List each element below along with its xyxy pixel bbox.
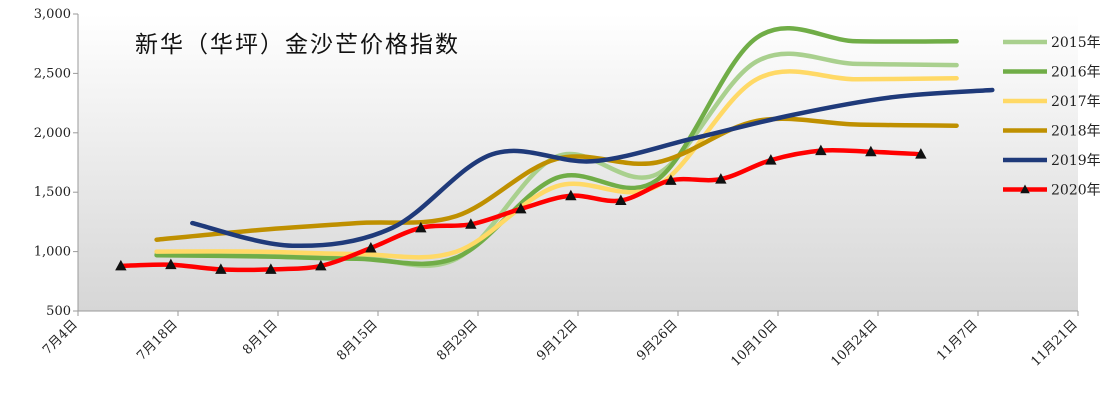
data-point-marker (915, 148, 927, 159)
series-line (190, 87, 995, 249)
data-point-marker (165, 258, 177, 270)
series-line (154, 26, 959, 267)
legend-item: 2018年 (1003, 124, 1101, 140)
data-point-marker (615, 194, 627, 206)
x-tick-label: 8月29日 (434, 317, 481, 364)
legend-label: 2015年 (1051, 35, 1101, 51)
y-tick-label: 2,500 (34, 66, 71, 81)
legend-label: 2019年 (1051, 153, 1101, 169)
legend-label: 2017年 (1051, 94, 1101, 110)
y-tick-label: 1,000 (34, 245, 71, 260)
x-tick-label: 7月4日 (40, 317, 81, 358)
y-tick-label: 2,000 (34, 126, 71, 141)
data-point-marker (215, 263, 227, 274)
data-point-marker (765, 154, 777, 165)
chart-title: 新华（华坪）金沙芒价格指数 (135, 32, 460, 58)
legend-item: 2016年 (1003, 65, 1101, 81)
data-point-marker (315, 259, 327, 271)
x-tick-label: 11月21日 (1028, 317, 1080, 369)
legend: 2015年 2016年 2017年 2018年 2019年 2020年 (1003, 35, 1101, 199)
legend-label: 2016年 (1051, 65, 1101, 81)
x-tick-label: 11月7日 (934, 317, 981, 364)
x-tick-label: 7月18日 (134, 317, 181, 364)
y-tick-label: 1,500 (34, 185, 71, 200)
x-tick-label: 10月10日 (728, 317, 780, 369)
series-layer (115, 26, 995, 274)
data-point-marker (665, 174, 677, 185)
data-point-marker (265, 263, 277, 274)
series-3 (154, 69, 959, 260)
series-5 (190, 87, 995, 249)
data-point-marker (815, 144, 827, 156)
legend-label: 2018年 (1051, 124, 1101, 140)
series-line (154, 69, 959, 260)
x-tick-label: 8月15日 (334, 317, 381, 364)
legend-label: 2020年 (1051, 183, 1101, 199)
y-tick-label: 500 (46, 304, 71, 319)
legend-marker (1020, 184, 1030, 194)
x-tick-label: 9月26日 (634, 317, 681, 364)
legend-item: 2015年 (1003, 35, 1101, 51)
legend-item: 2019年 (1003, 153, 1101, 169)
series-2 (154, 26, 959, 267)
data-point-marker (465, 218, 477, 229)
data-point-marker (365, 242, 377, 253)
data-point-marker (515, 202, 527, 214)
data-point-marker (565, 189, 577, 201)
legend-item: 2017年 (1003, 94, 1101, 110)
data-point-marker (415, 221, 427, 233)
x-tick-label: 9月12日 (534, 317, 581, 364)
data-point-marker (715, 173, 727, 184)
x-tick-label: 10月24日 (828, 317, 880, 369)
data-point-marker (115, 259, 127, 271)
legend-item: 2020年 (1003, 183, 1101, 199)
data-point-marker (865, 145, 877, 157)
x-tick-label: 8月1日 (240, 317, 281, 358)
y-tick-label: 3,000 (34, 7, 71, 22)
series-6 (115, 144, 927, 274)
